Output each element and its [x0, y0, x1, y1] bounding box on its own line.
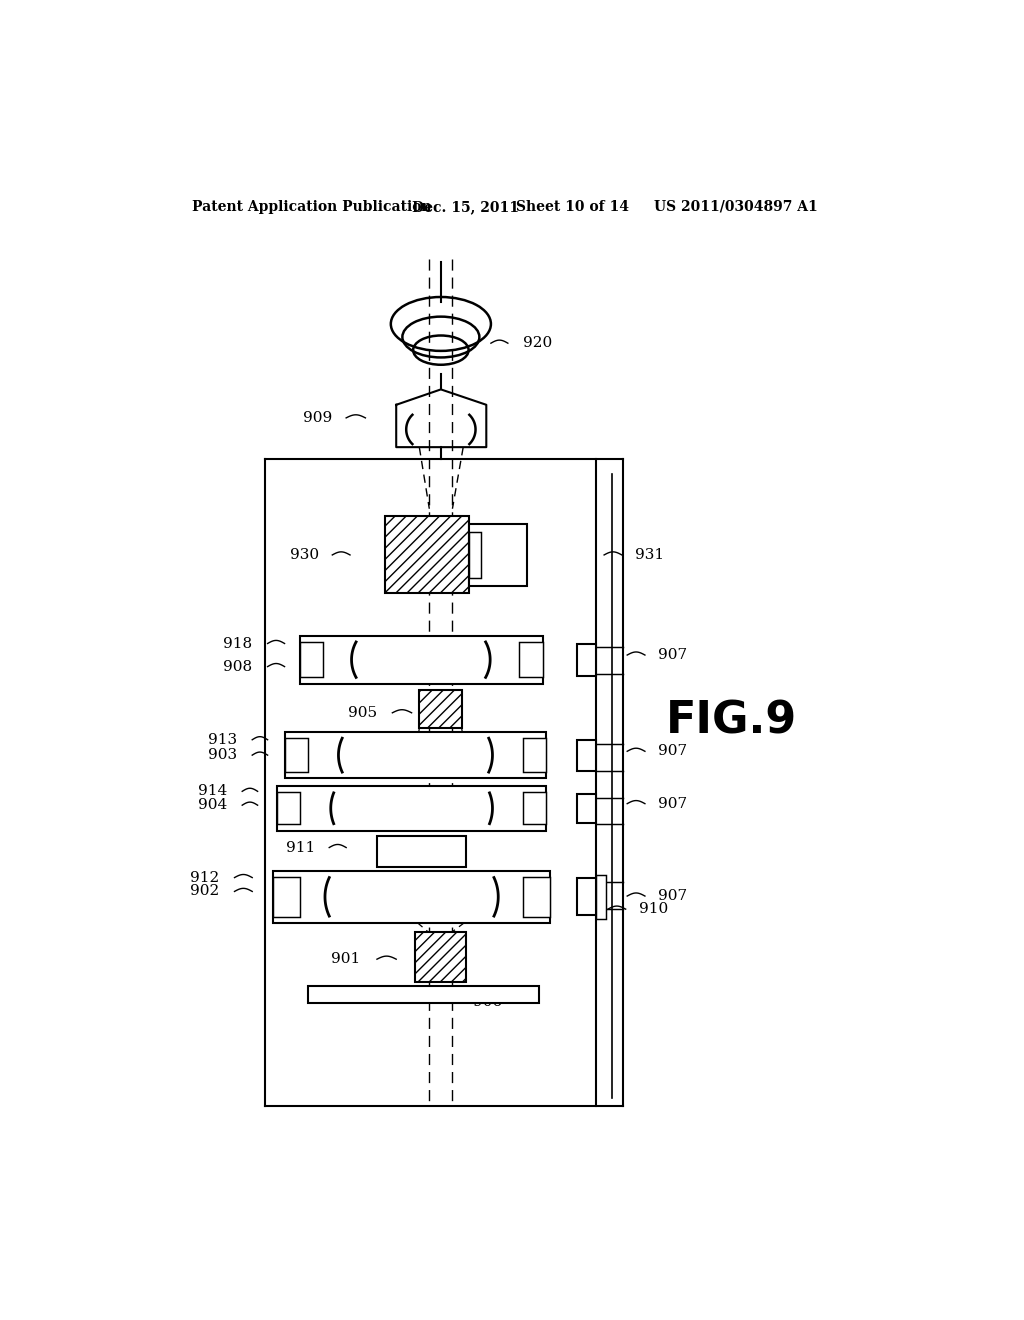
Text: 907: 907 — [658, 744, 687, 758]
Text: 931: 931 — [635, 548, 664, 562]
Bar — [300, 636, 543, 684]
Bar — [377, 836, 466, 867]
Bar — [523, 792, 547, 825]
Bar — [523, 876, 550, 917]
Text: 907: 907 — [658, 890, 687, 903]
Bar — [419, 689, 462, 729]
Text: 906: 906 — [473, 994, 503, 1008]
Bar — [578, 644, 596, 676]
Bar — [276, 785, 547, 830]
Text: Sheet 10 of 14: Sheet 10 of 14 — [515, 199, 629, 214]
Text: 914: 914 — [198, 784, 226, 799]
Bar — [578, 739, 596, 771]
Bar — [578, 878, 596, 915]
Text: 901: 901 — [331, 952, 360, 966]
Text: 907: 907 — [658, 797, 687, 810]
Bar — [519, 642, 543, 677]
Text: 904: 904 — [198, 799, 226, 812]
Bar — [276, 792, 300, 825]
Text: 909: 909 — [303, 411, 333, 425]
Bar — [596, 875, 605, 919]
Bar — [469, 532, 481, 578]
Bar — [307, 986, 539, 1003]
Bar — [285, 738, 307, 772]
Text: 903: 903 — [208, 748, 237, 762]
Text: 912: 912 — [189, 871, 219, 884]
Text: Patent Application Publication: Patent Application Publication — [193, 199, 432, 214]
Text: 920: 920 — [523, 337, 553, 350]
Bar — [300, 642, 323, 677]
Text: 907: 907 — [658, 648, 687, 663]
Text: 910: 910 — [639, 902, 668, 916]
Text: 913: 913 — [208, 733, 237, 747]
Bar — [416, 932, 466, 982]
Bar — [523, 738, 547, 772]
Text: Dec. 15, 2011: Dec. 15, 2011 — [412, 199, 518, 214]
Bar — [469, 524, 527, 586]
Text: 911: 911 — [286, 841, 315, 854]
Bar — [273, 876, 300, 917]
Text: US 2011/0304897 A1: US 2011/0304897 A1 — [654, 199, 818, 214]
Bar — [385, 516, 469, 594]
Text: 902: 902 — [189, 884, 219, 899]
Bar — [285, 733, 547, 779]
Bar — [273, 871, 550, 923]
Bar — [578, 793, 596, 822]
Text: 930: 930 — [290, 548, 319, 562]
Text: 905: 905 — [348, 706, 377, 719]
Text: 908: 908 — [223, 660, 252, 673]
Text: FIG.9: FIG.9 — [666, 700, 797, 742]
Text: 918: 918 — [223, 636, 252, 651]
